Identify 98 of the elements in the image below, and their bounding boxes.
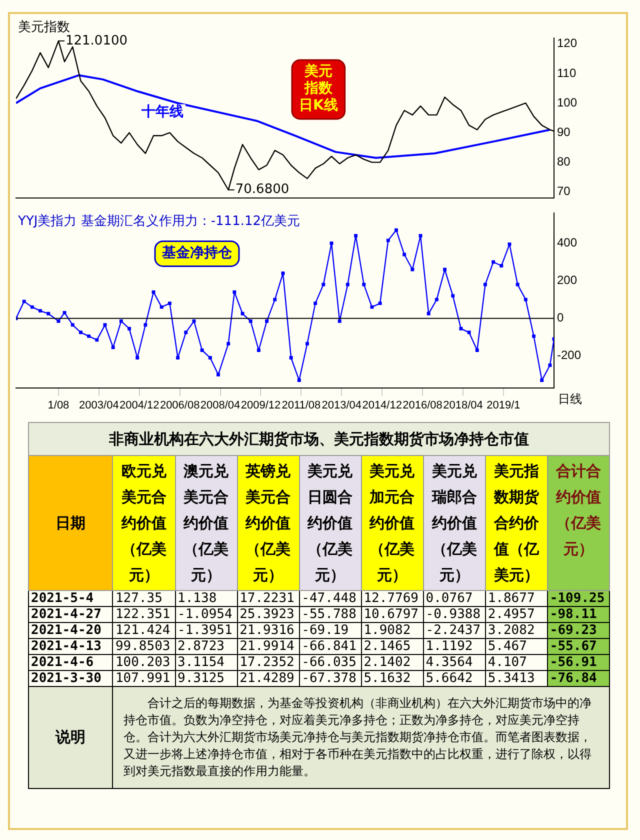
y-tick-label: 120	[557, 36, 578, 50]
text: 100.203	[112, 654, 176, 670]
annotation: 日K线	[298, 98, 338, 114]
text: 10.6797	[361, 606, 424, 622]
text: -56.91	[547, 654, 610, 670]
text: 25.3923	[237, 606, 300, 622]
text: 4.107	[485, 654, 548, 670]
y-tick-label: 90	[557, 125, 571, 140]
text: -55.788	[299, 606, 362, 622]
text: 5.467	[485, 638, 548, 654]
x-tick-label: 2011/08	[282, 399, 321, 412]
y-tick-label: 100	[557, 95, 578, 110]
text: 1.138	[175, 590, 238, 606]
y-tick-label: 200	[557, 273, 578, 288]
text: 121.424	[112, 622, 176, 638]
text: -109.25	[547, 590, 610, 606]
text: 9.3125	[175, 670, 238, 686]
text: 2.1465	[361, 638, 424, 654]
text: 2.8723	[175, 638, 238, 654]
x-tick-label: 2013/04	[322, 399, 362, 412]
text: 5.1632	[361, 670, 424, 686]
text: 说明	[28, 686, 113, 788]
text: -76.84	[547, 670, 610, 686]
text: -66.035	[299, 654, 362, 670]
text: -2.2437	[423, 622, 486, 638]
x-tick-label: 2009/12	[240, 399, 281, 412]
text: 5.3413	[485, 670, 548, 686]
text: 合计合约价值（亿美元）	[547, 456, 610, 590]
text: 99.8503	[112, 638, 176, 654]
text: 107.991	[112, 670, 176, 686]
text: 欧元兑美元合约价值（亿美元）	[112, 456, 176, 590]
text: -66.841	[299, 638, 362, 654]
text: 4.3564	[423, 654, 486, 670]
text: 美元兑加元合约价值（亿美元）	[361, 456, 424, 590]
text: 0.0767	[423, 590, 486, 606]
y-tick-label: 0	[557, 310, 564, 325]
y-tick-label: 80	[557, 154, 571, 169]
text: 2.4957	[485, 606, 548, 622]
text: 美元兑瑞郎合约价值（亿美元）	[423, 456, 486, 590]
text: -47.448	[299, 590, 362, 606]
text: 1.1192	[423, 638, 486, 654]
text: 非商业机构在六大外汇期货市场、美元指数期货市场净持仓市值	[28, 422, 610, 456]
annotation: 121.0100	[65, 33, 128, 48]
text: 5.6642	[423, 670, 486, 686]
text: 2.1402	[361, 654, 424, 670]
x-tick-label: 2004/12	[119, 399, 160, 412]
text: -1.0954	[175, 606, 238, 622]
text: -55.67	[547, 638, 610, 654]
annotation: 70.6800	[235, 182, 290, 198]
x-tick-label: 2018/04	[443, 399, 483, 412]
text: -69.23	[547, 622, 610, 638]
text: 21.9914	[237, 638, 300, 654]
annotation: 指数	[303, 80, 334, 97]
text: 日期	[28, 456, 113, 590]
chart-title: YYJ美指力 基金期汇名义作用力：-111.12亿美元	[17, 213, 300, 230]
text: 3.1154	[175, 654, 238, 670]
y-tick-label: -200	[557, 348, 582, 362]
text: 17.2352	[237, 654, 300, 670]
text: 英镑兑美元合约价值（亿美元）	[237, 456, 300, 590]
x-tick-label: 1/08	[48, 399, 70, 412]
text: 合计之后的每期数据，为基金等投资机构（非商业机构）在六大外汇期货市场中的净持仓市值。负数为净空持仓，对应着美元净多持仓；正数为净多持仓，对应美元净空持仓。合计为六大外汇期货市场美元净持仓与美元指数期货净持仓市值。而笔者图表数据，又进一步将上述净持仓市值，相对于各币种在美元指数中的占比权重，进行了除权，以得到对美元指数最直接的作用力能量。	[112, 686, 610, 788]
series-label: 十年线	[140, 104, 184, 120]
text: -69.19	[299, 622, 362, 638]
text: 美元兑日圆合约价值（亿美元）	[299, 456, 362, 590]
text: 21.4289	[237, 670, 300, 686]
text: 127.35	[112, 590, 176, 606]
annotation: 基金净持仓	[161, 244, 233, 261]
y-tick-label: 110	[557, 66, 576, 80]
x-tick-label: 2014/12	[362, 399, 402, 412]
text: -1.3951	[175, 622, 238, 638]
text: 122.351	[112, 606, 176, 622]
text: 21.9316	[237, 622, 300, 638]
text: 2021-4-27	[28, 606, 113, 622]
text: 2021-3-30	[28, 670, 113, 686]
text: 1.8677	[485, 590, 548, 606]
text: -67.378	[299, 670, 362, 686]
text: 2021-4-13	[28, 638, 113, 654]
y-tick-label: 400	[557, 236, 578, 250]
text: 2021-4-6	[28, 654, 113, 670]
text: 2021-5-4	[28, 590, 113, 606]
text: -0.9388	[423, 606, 486, 622]
x-tick-label: 2006/08	[160, 399, 200, 412]
text: -98.11	[547, 606, 610, 622]
x-tick-label: 2019/1	[486, 399, 520, 412]
x-tick-label: 2008/04	[200, 399, 240, 412]
text: 澳元兑美元合约价值（亿美元）	[175, 456, 238, 590]
text: 3.2082	[485, 622, 548, 638]
annotation: 美元	[303, 62, 332, 80]
x-tick-label: 2016/08	[402, 399, 442, 412]
text: 12.7769	[361, 590, 424, 606]
text: 17.2231	[237, 590, 300, 606]
x-axis-title: 日线	[558, 392, 582, 406]
x-tick-label: 2003/04	[79, 399, 119, 412]
text: 美元指数期货合约价值（亿美元）	[485, 456, 548, 590]
text: 1.9082	[361, 622, 424, 638]
y-tick-label: 70	[557, 184, 571, 198]
text: 2021-4-20	[28, 622, 113, 638]
chart-title: 美元指数	[18, 18, 70, 35]
